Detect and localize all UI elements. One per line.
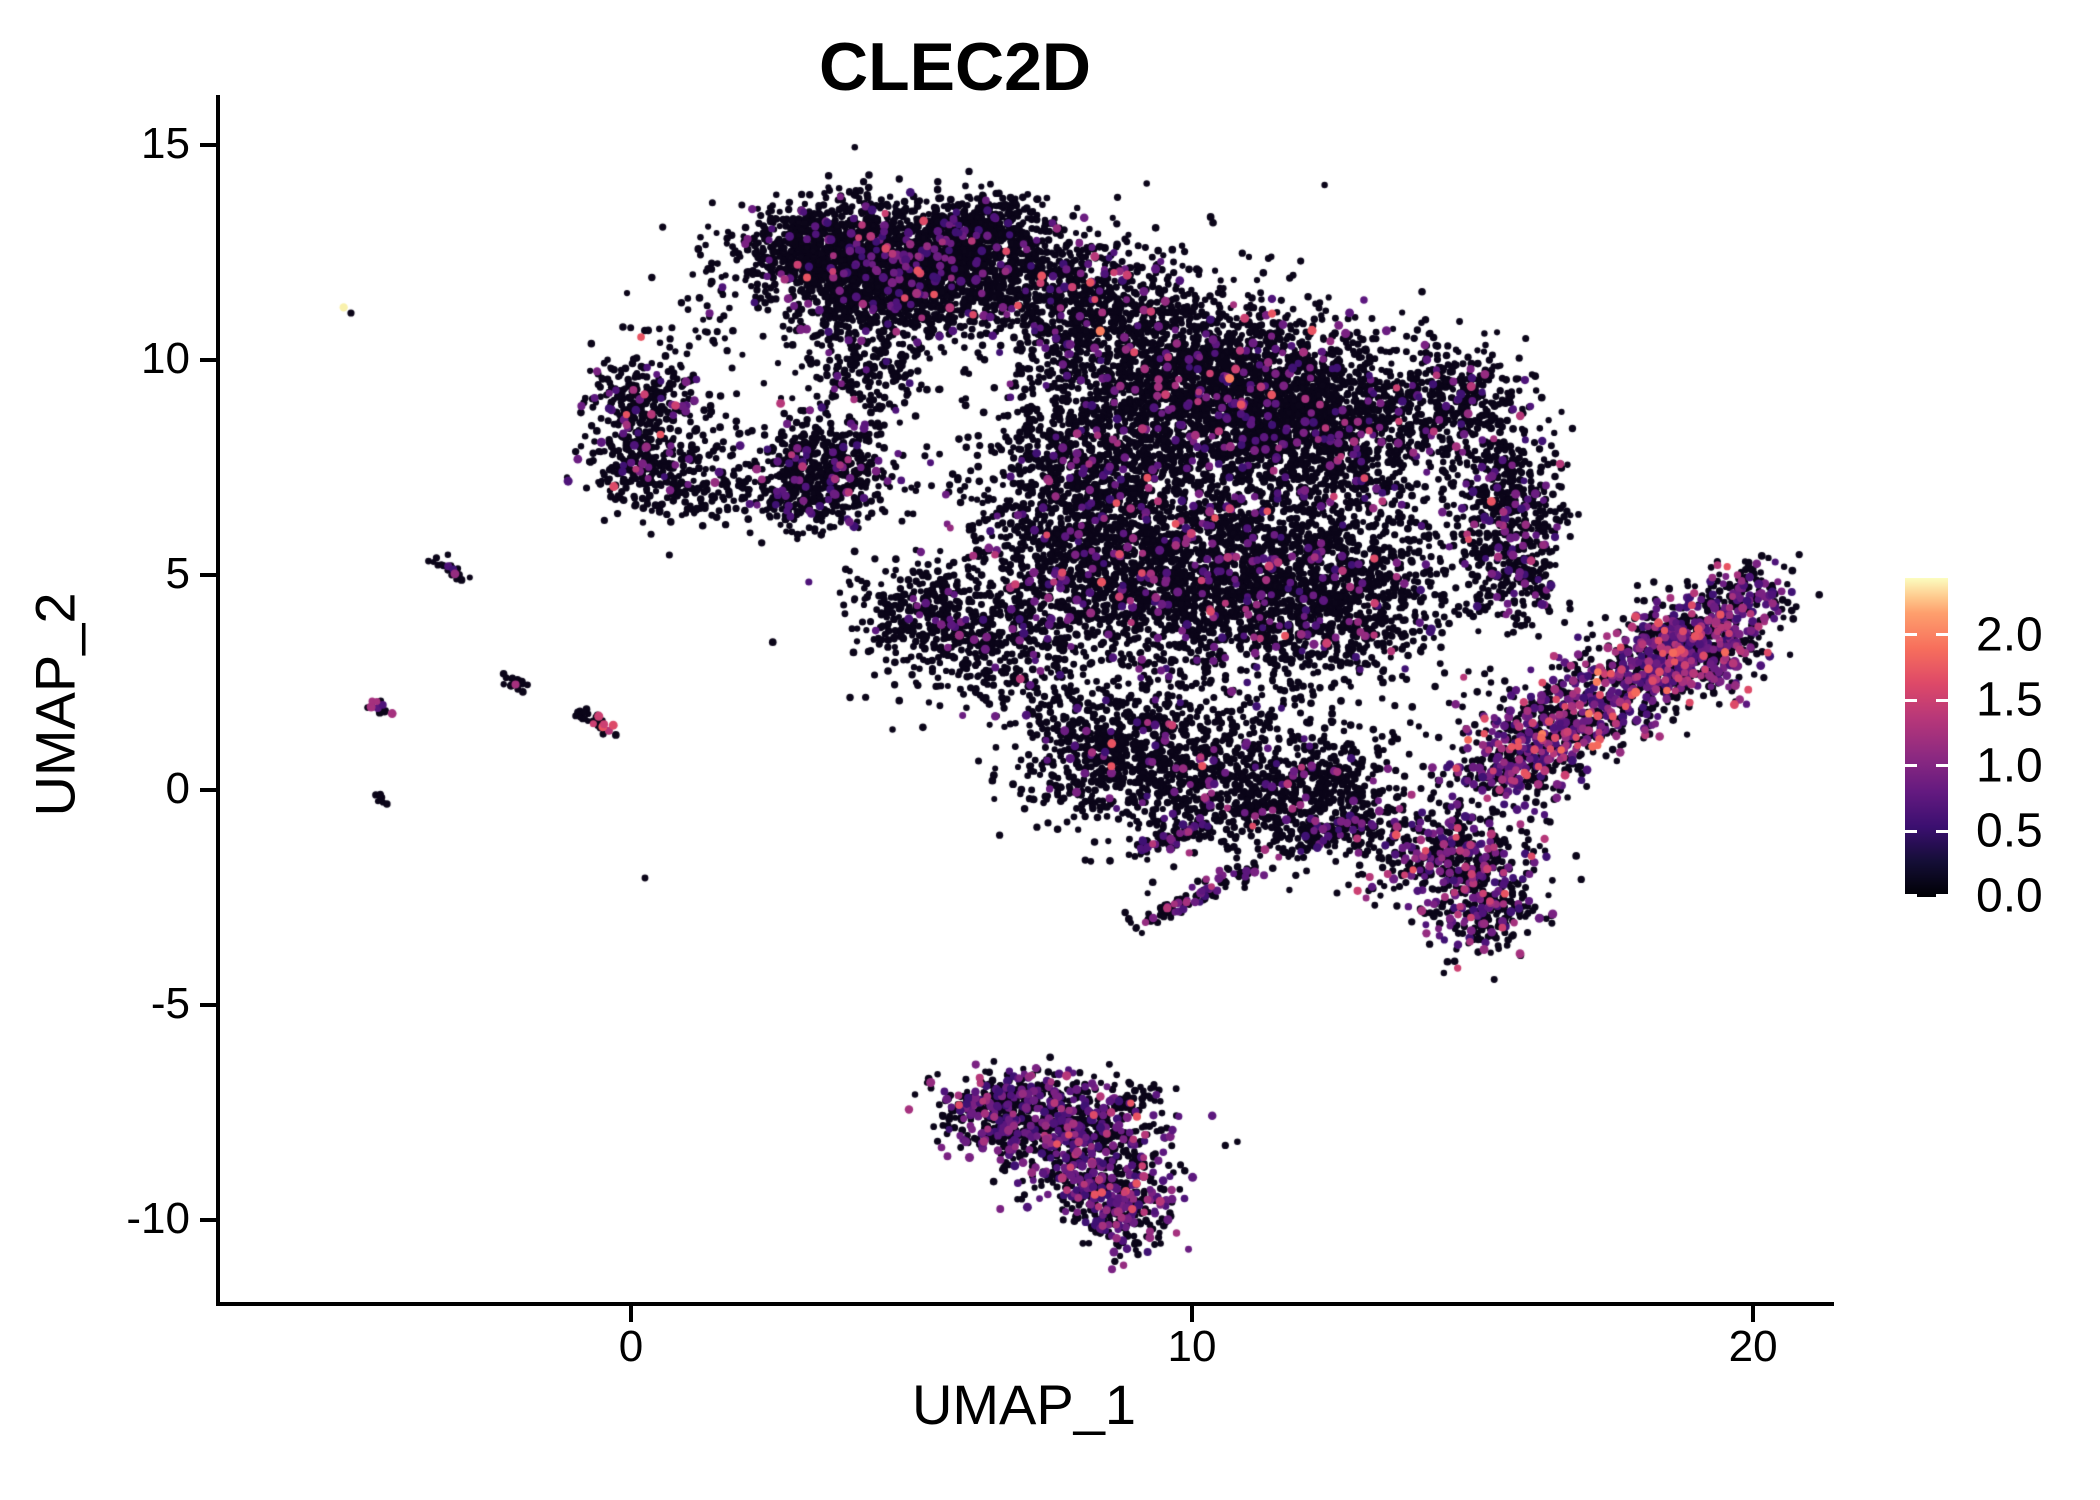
y-axis-line (216, 95, 220, 1306)
colorbar-tick-label: 1.0 (1976, 739, 2043, 793)
y-tick-mark (200, 1002, 216, 1007)
x-tick-label: 0 (618, 1322, 644, 1371)
x-tick-label: 10 (1167, 1322, 1217, 1371)
colorbar-tick-mark (1905, 894, 1917, 897)
colorbar-tick-mark (1936, 633, 1948, 637)
colorbar-tick-label: 2.0 (1976, 608, 2043, 662)
colorbar-tick-mark (1905, 633, 1917, 637)
x-tick-mark (628, 1306, 633, 1322)
y-tick-mark (200, 1217, 216, 1222)
x-tick-mark (1190, 1306, 1195, 1322)
x-axis-line (216, 1302, 1834, 1306)
y-tick-label: 10 (141, 333, 190, 383)
colorbar-tick-mark (1936, 698, 1948, 702)
colorbar-tick-mark (1905, 829, 1917, 833)
colorbar-tick-label: 1.5 (1976, 673, 2043, 727)
y-tick-mark (200, 357, 216, 362)
y-tick-label: 15 (141, 118, 190, 168)
y-tick-label: -10 (126, 1193, 190, 1243)
y-tick-label: 0 (165, 763, 190, 813)
y-tick-mark (200, 142, 216, 147)
x-tick-mark (1751, 1306, 1756, 1322)
y-tick-label: 5 (165, 548, 190, 598)
colorbar-tick-mark (1936, 764, 1948, 768)
y-axis-title: UMAP_2 (23, 592, 87, 817)
x-tick-label: 20 (1728, 1322, 1778, 1371)
y-tick-label: -5 (150, 978, 190, 1028)
colorbar-tick-mark (1936, 894, 1948, 897)
colorbar-tick-mark (1936, 829, 1948, 833)
plot-title: CLEC2D (818, 29, 1092, 105)
x-axis-title: UMAP_1 (911, 1373, 1137, 1436)
y-tick-mark (200, 787, 216, 792)
colorbar-tick-label: 0.5 (1976, 804, 2043, 858)
colorbar-gradient (1905, 578, 1948, 897)
colorbar-tick-mark (1905, 698, 1917, 702)
colorbar-tick-mark (1905, 764, 1917, 768)
colorbar-tick-label: 0.0 (1976, 869, 2043, 922)
y-tick-mark (200, 572, 216, 577)
